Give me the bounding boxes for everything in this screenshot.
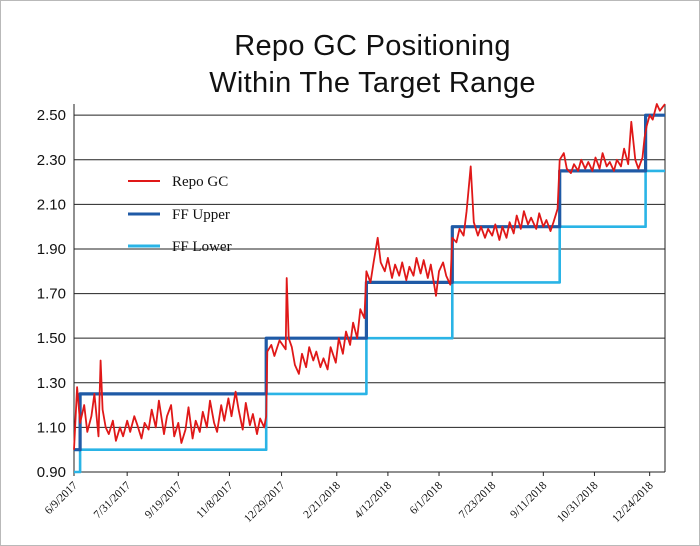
x-tick-label: 7/31/2017 bbox=[92, 479, 134, 521]
y-tick-label: 2.30 bbox=[37, 152, 66, 169]
x-tick-label: 2/21/2018 bbox=[301, 479, 343, 521]
x-tick-label: 11/8/2017 bbox=[194, 479, 235, 520]
legend-item-ff-lower-label: FF Lower bbox=[172, 239, 232, 255]
y-tick-label: 1.50 bbox=[37, 330, 66, 347]
series-line-repo-gc bbox=[73, 103, 666, 450]
y-tick-label: 2.50 bbox=[37, 107, 66, 124]
legend-item-repo-gc-label: Repo GC bbox=[172, 174, 228, 190]
series-line-ff-lower bbox=[74, 169, 665, 474]
x-tick-label: 6/9/2017 bbox=[43, 479, 81, 517]
legend-item-ff-upper-label: FF Upper bbox=[172, 207, 230, 223]
y-tick-label: 0.90 bbox=[37, 464, 66, 481]
chart-title: Repo GC Positioning bbox=[234, 30, 511, 62]
series-line-ff-upper bbox=[74, 113, 665, 452]
y-tick-label: 2.10 bbox=[37, 196, 66, 213]
y-tick-label: 1.70 bbox=[37, 286, 66, 303]
x-tick-label: 9/11/2018 bbox=[508, 479, 549, 520]
chart-subtitle: Within The Target Range bbox=[209, 67, 536, 99]
x-tick-label: 12/24/2018 bbox=[610, 479, 656, 525]
x-tick-label: 6/1/2018 bbox=[408, 479, 446, 517]
x-tick-label: 12/29/2017 bbox=[242, 479, 288, 525]
y-tick-label: 1.90 bbox=[37, 241, 66, 258]
x-tick-label: 7/23/2018 bbox=[457, 479, 499, 521]
x-tick-label: 4/12/2018 bbox=[353, 479, 395, 521]
x-tick-label: 10/31/2018 bbox=[555, 479, 601, 525]
y-tick-label: 1.10 bbox=[37, 419, 66, 436]
x-tick-label: 9/19/2017 bbox=[143, 479, 185, 521]
y-tick-label: 1.30 bbox=[37, 375, 66, 392]
